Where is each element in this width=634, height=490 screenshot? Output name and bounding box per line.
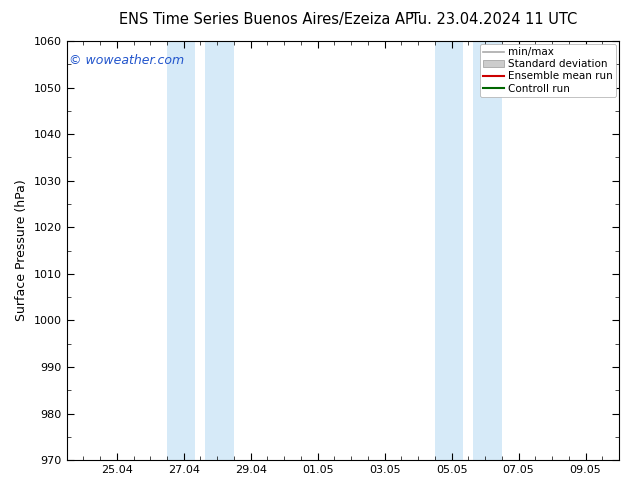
Text: Tu. 23.04.2024 11 UTC: Tu. 23.04.2024 11 UTC	[411, 12, 578, 27]
Legend: min/max, Standard deviation, Ensemble mean run, Controll run: min/max, Standard deviation, Ensemble me…	[480, 44, 616, 97]
Text: ENS Time Series Buenos Aires/Ezeiza AP: ENS Time Series Buenos Aires/Ezeiza AP	[119, 12, 413, 27]
Text: © woweather.com: © woweather.com	[69, 53, 184, 67]
Bar	[205, 41, 234, 460]
Bar	[167, 41, 195, 460]
Bar	[474, 41, 502, 460]
Y-axis label: Surface Pressure (hPa): Surface Pressure (hPa)	[15, 180, 28, 321]
Bar	[435, 41, 463, 460]
